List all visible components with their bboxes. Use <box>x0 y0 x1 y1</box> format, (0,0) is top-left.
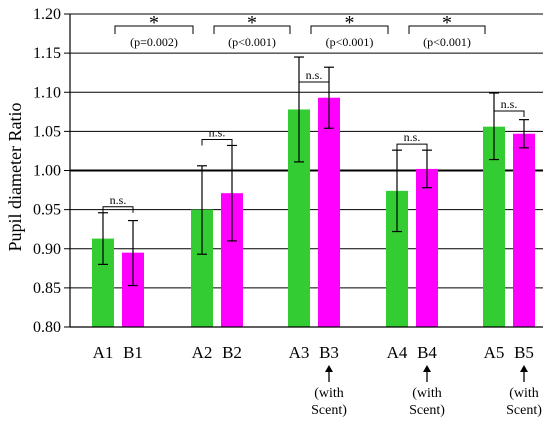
error-bars <box>98 56 529 287</box>
category-label-a5: A5 <box>484 343 505 362</box>
y-axis-label: Pupil diameter Ratio <box>5 103 25 252</box>
labels: Pupil diameter Ratio <box>5 103 25 252</box>
arrow-head-icon <box>325 365 333 372</box>
y-tick-label: 0.95 <box>33 202 61 219</box>
with-scent-note: (with <box>314 386 344 401</box>
significance-star: * <box>345 12 355 34</box>
bar-b4 <box>416 168 438 327</box>
bar-a1 <box>92 238 114 327</box>
y-tick-label: 0.85 <box>33 280 61 297</box>
y-tick-label: 1.15 <box>33 45 61 62</box>
bar-b5 <box>513 133 535 327</box>
significance-star: * <box>247 12 257 34</box>
category-label-b5: B5 <box>514 343 534 362</box>
with-scent-note: (with <box>509 386 539 401</box>
pair-bracket <box>102 206 134 213</box>
pair-bracket <box>493 110 525 117</box>
comparison-bracket <box>408 25 486 34</box>
pair-sig-label: n.s. <box>501 97 518 111</box>
bar-b2 <box>221 193 243 327</box>
p-value-label: (p<0.001) <box>326 35 374 49</box>
p-value-label: (p<0.001) <box>423 35 471 49</box>
significance-star: * <box>442 12 452 34</box>
pair-bracket <box>396 143 428 151</box>
y-tick-label: 1.05 <box>33 123 61 140</box>
bar-a4 <box>386 190 408 327</box>
significance-star: * <box>149 12 159 34</box>
arrow-head-icon <box>520 365 528 372</box>
category-label-a3: A3 <box>289 343 310 362</box>
y-tick-label: 1.10 <box>33 84 61 101</box>
with-scent-note: Scent) <box>311 403 347 418</box>
pair-bracket <box>298 81 330 88</box>
bars <box>92 97 535 328</box>
comparison-bracket <box>213 25 291 34</box>
y-tick-label: 0.80 <box>33 319 61 336</box>
bar-a3 <box>288 109 310 327</box>
category-label-b3: B3 <box>319 343 339 362</box>
category-label-a4: A4 <box>387 343 408 362</box>
with-scent-note: Scent) <box>506 403 542 418</box>
category-label-a1: A1 <box>93 343 114 362</box>
comparison-bracket <box>114 25 194 34</box>
pair-sig-label: n.s. <box>209 125 226 139</box>
bar-a5 <box>483 126 505 328</box>
axes: 0.80 0.85 0.90 0.95 1.00 1.05 1.10 1.15 1.20 A1 B1… <box>33 6 543 418</box>
bar-b3 <box>318 97 340 327</box>
with-scent-note: (with <box>412 386 442 401</box>
y-tick-label: 1.20 <box>33 6 61 23</box>
category-label-a2: A2 <box>192 343 213 362</box>
y-tick-label: 0.90 <box>33 241 61 258</box>
comparison-bracket <box>310 25 389 34</box>
category-label-b4: B4 <box>417 343 437 362</box>
category-label-b2: B2 <box>222 343 242 362</box>
y-tick-label: 1.00 <box>33 163 61 180</box>
category-label-b1: B1 <box>123 343 143 362</box>
pair-sig-label: n.s. <box>404 130 421 144</box>
pair-sig-label: n.s. <box>110 193 127 207</box>
p-value-label: (p=0.002) <box>130 35 178 49</box>
bar-b1 <box>122 252 144 327</box>
with-scent-note: Scent) <box>409 403 445 418</box>
pair-sig-label: n.s. <box>306 68 323 82</box>
arrow-head-icon <box>423 365 431 372</box>
pair-bracket <box>201 138 233 146</box>
significance-annotations: n.s.n.s.n.s.n.s.n.s.*(p=0.002)*(p<0.001)… <box>102 12 525 213</box>
bar-a2 <box>191 209 213 327</box>
p-value-label: (p<0.001) <box>228 35 276 49</box>
